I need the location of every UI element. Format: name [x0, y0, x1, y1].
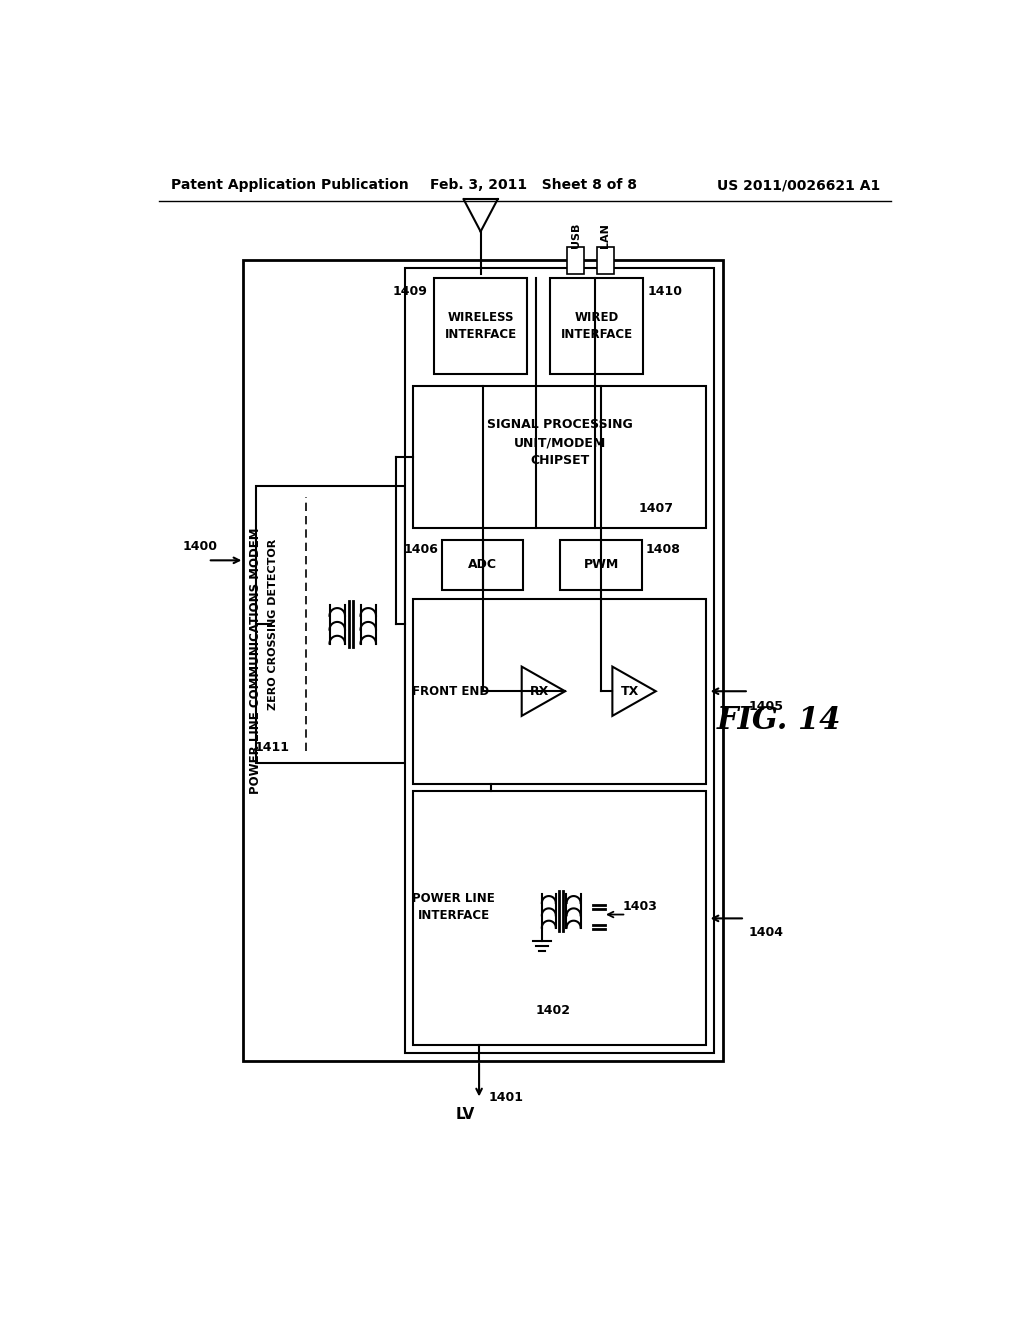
Bar — [442, 540, 523, 590]
Text: ZERO CROSSING DETECTOR: ZERO CROSSING DETECTOR — [268, 539, 278, 710]
Text: LAN: LAN — [600, 223, 610, 248]
Text: WIRED
INTERFACE: WIRED INTERFACE — [561, 312, 633, 341]
Bar — [597, 247, 614, 275]
Text: TX: TX — [622, 685, 639, 698]
Text: Patent Application Publication: Patent Application Publication — [171, 178, 409, 193]
Text: LV: LV — [456, 1107, 475, 1122]
Text: ADC: ADC — [468, 558, 497, 572]
Text: 1406: 1406 — [403, 544, 438, 557]
Text: USB: USB — [571, 223, 581, 248]
Bar — [414, 385, 707, 528]
Text: 1409: 1409 — [393, 285, 428, 298]
Text: 1404: 1404 — [749, 925, 783, 939]
Text: POWER LINE COMMUNICATIONS MODEM: POWER LINE COMMUNICATIONS MODEM — [249, 527, 261, 793]
Text: 1408: 1408 — [646, 544, 681, 557]
Bar — [434, 277, 527, 374]
Bar — [256, 486, 404, 763]
Text: 1410: 1410 — [647, 285, 682, 298]
Text: POWER LINE
INTERFACE: POWER LINE INTERFACE — [412, 892, 495, 921]
Bar — [560, 540, 642, 590]
Bar — [414, 792, 707, 1045]
Text: SIGNAL PROCESSING
UNIT/MODEM
CHIPSET: SIGNAL PROCESSING UNIT/MODEM CHIPSET — [486, 418, 633, 467]
Bar — [567, 247, 585, 275]
Text: 1400: 1400 — [182, 540, 217, 553]
Text: Feb. 3, 2011   Sheet 8 of 8: Feb. 3, 2011 Sheet 8 of 8 — [430, 178, 637, 193]
Text: WIRELESS
INTERFACE: WIRELESS INTERFACE — [444, 312, 517, 341]
Text: 1401: 1401 — [488, 1092, 523, 1105]
Text: US 2011/0026621 A1: US 2011/0026621 A1 — [717, 178, 881, 193]
Bar — [243, 260, 723, 1061]
Text: 1402: 1402 — [536, 1005, 570, 1018]
Text: RX: RX — [529, 685, 549, 698]
Bar — [406, 268, 714, 1053]
Text: FRONT END: FRONT END — [412, 685, 489, 698]
Text: 1405: 1405 — [749, 700, 783, 713]
Bar — [414, 599, 707, 784]
Text: 1411: 1411 — [254, 741, 290, 754]
Text: 1407: 1407 — [638, 502, 673, 515]
Text: 1403: 1403 — [623, 900, 657, 913]
Bar — [550, 277, 643, 374]
Text: PWM: PWM — [584, 558, 618, 572]
Text: FIG. 14: FIG. 14 — [717, 705, 842, 737]
